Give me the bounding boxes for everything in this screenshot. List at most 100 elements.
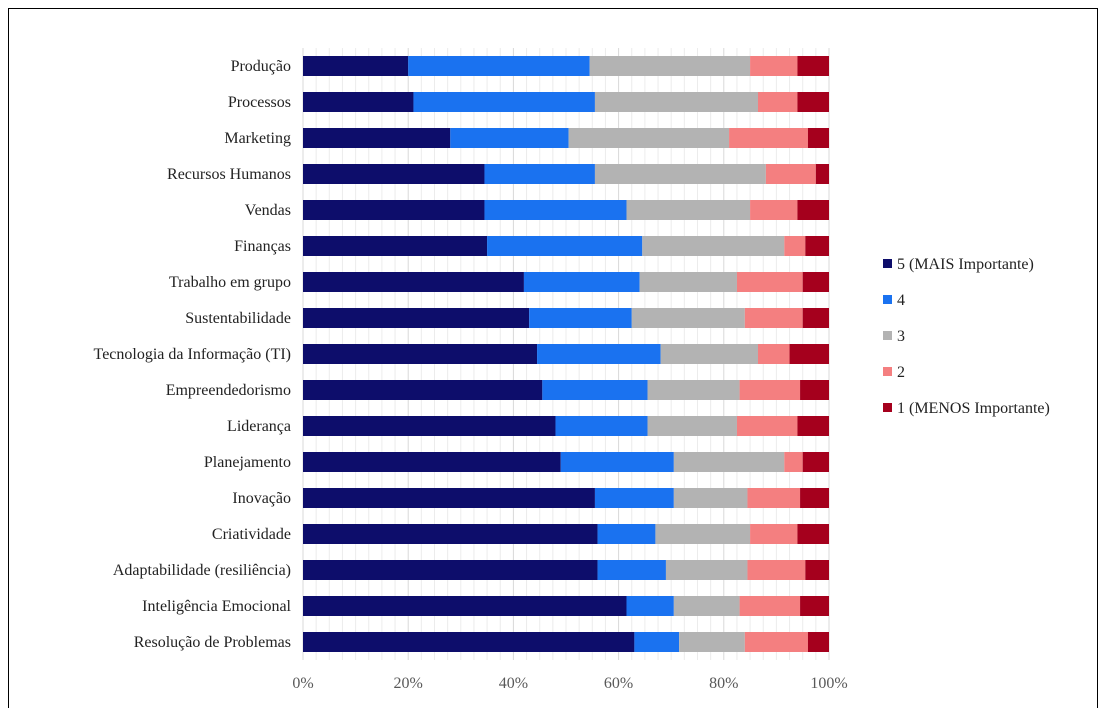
bar-segment-series-3 bbox=[765, 164, 816, 184]
bars bbox=[303, 56, 829, 652]
bar-segment-series-0 bbox=[303, 272, 524, 292]
bar-segment-series-2 bbox=[639, 272, 737, 292]
bar-segment-series-2 bbox=[631, 308, 745, 328]
bar-segment-series-1 bbox=[450, 128, 569, 148]
bar-segment-series-0 bbox=[303, 308, 530, 328]
bar-segment-series-1 bbox=[597, 524, 656, 544]
bar-row bbox=[303, 272, 829, 292]
category-label: Adaptabilidade (resiliência) bbox=[113, 562, 291, 579]
bar-segment-series-3 bbox=[739, 596, 801, 616]
bar-segment-series-4 bbox=[797, 56, 829, 76]
chart: Produção Processos Marketing Recursos Human… bbox=[94, 48, 1050, 692]
bar-segment-series-1 bbox=[484, 164, 595, 184]
bar-segment-series-1 bbox=[487, 236, 643, 256]
bar-segment-series-4 bbox=[805, 560, 829, 580]
bar-segment-series-0 bbox=[303, 416, 556, 436]
category-label: Produção bbox=[231, 58, 291, 75]
bar-row bbox=[303, 632, 829, 652]
legend-item: 5 (MAIS Importante) bbox=[883, 256, 1034, 273]
category-label: Finanças bbox=[234, 238, 291, 255]
bar-segment-series-1 bbox=[537, 344, 661, 364]
bar-segment-series-3 bbox=[744, 632, 808, 652]
bar-segment-series-1 bbox=[523, 272, 640, 292]
bar-segment-series-2 bbox=[655, 524, 751, 544]
legend: 5 (MAIS Importante) 4 3 2 1 (MENOS Important… bbox=[883, 256, 1050, 417]
bar-segment-series-4 bbox=[800, 380, 829, 400]
bar-segment-series-4 bbox=[802, 308, 829, 328]
legend-label: 1 (MENOS Importante) bbox=[897, 400, 1050, 417]
bar-segment-series-4 bbox=[802, 452, 829, 472]
bar-segment-series-4 bbox=[800, 596, 829, 616]
bar-segment-series-2 bbox=[673, 488, 748, 508]
bar-segment-series-0 bbox=[303, 92, 414, 112]
legend-item: 2 bbox=[883, 364, 905, 381]
bar-segment-series-1 bbox=[634, 632, 680, 652]
category-labels: Produção Processos Marketing Recursos Human… bbox=[94, 58, 292, 651]
bar-segment-series-4 bbox=[807, 632, 829, 652]
bar-segment-series-0 bbox=[303, 236, 488, 256]
category-label: Vendas bbox=[245, 202, 291, 219]
bar-segment-series-1 bbox=[626, 596, 674, 616]
bar-segment-series-4 bbox=[797, 524, 829, 544]
bar-segment-series-1 bbox=[597, 560, 666, 580]
bar-row bbox=[303, 200, 829, 220]
category-label: Criatividade bbox=[212, 526, 291, 543]
bar-segment-series-3 bbox=[729, 128, 808, 148]
bar-segment-series-1 bbox=[529, 308, 632, 328]
category-label: Sustentabilidade bbox=[185, 310, 291, 327]
bar-segment-series-4 bbox=[789, 344, 829, 364]
bar-segment-series-1 bbox=[484, 200, 627, 220]
legend-item: 3 bbox=[883, 328, 905, 345]
bar-segment-series-0 bbox=[303, 632, 635, 652]
bar-row bbox=[303, 308, 829, 328]
bar-segment-series-3 bbox=[747, 560, 806, 580]
bar-segment-series-2 bbox=[589, 56, 751, 76]
bar-row bbox=[303, 560, 829, 580]
bar-row bbox=[303, 236, 829, 256]
bar-segment-series-2 bbox=[594, 164, 766, 184]
bar-segment-series-1 bbox=[594, 488, 674, 508]
bar-segment-series-1 bbox=[413, 92, 595, 112]
bar-segment-series-0 bbox=[303, 56, 409, 76]
bar-row bbox=[303, 164, 829, 184]
bar-segment-series-4 bbox=[815, 164, 829, 184]
bar-segment-series-0 bbox=[303, 488, 595, 508]
bar-row bbox=[303, 452, 829, 472]
legend-label: 4 bbox=[897, 292, 905, 309]
bar-segment-series-2 bbox=[647, 380, 740, 400]
bar-row bbox=[303, 596, 829, 616]
bar-segment-series-0 bbox=[303, 164, 485, 184]
legend-swatch bbox=[883, 367, 892, 376]
bar-segment-series-3 bbox=[750, 524, 798, 544]
bar-segment-series-0 bbox=[303, 560, 598, 580]
legend-label: 5 (MAIS Importante) bbox=[897, 256, 1034, 273]
bar-segment-series-0 bbox=[303, 524, 598, 544]
category-label: Trabalho em grupo bbox=[169, 274, 291, 291]
bar-row bbox=[303, 128, 829, 148]
bar-segment-series-2 bbox=[594, 92, 758, 112]
legend-label: 3 bbox=[897, 328, 905, 345]
x-tick-label: 0% bbox=[292, 675, 313, 692]
bar-segment-series-3 bbox=[736, 272, 803, 292]
bar-segment-series-2 bbox=[568, 128, 730, 148]
bar-segment-series-4 bbox=[800, 488, 829, 508]
bar-segment-series-4 bbox=[797, 200, 829, 220]
x-tick-label: 80% bbox=[709, 675, 738, 692]
category-label: Empreendedorismo bbox=[166, 382, 291, 399]
bar-segment-series-1 bbox=[560, 452, 674, 472]
bar-segment-series-4 bbox=[802, 272, 829, 292]
category-label: Processos bbox=[228, 94, 291, 111]
bar-segment-series-3 bbox=[750, 200, 798, 220]
bar-segment-series-2 bbox=[673, 452, 785, 472]
bar-segment-series-1 bbox=[542, 380, 648, 400]
bar-row bbox=[303, 416, 829, 436]
bar-segment-series-3 bbox=[747, 488, 801, 508]
bar-row bbox=[303, 92, 829, 112]
legend-swatch bbox=[883, 295, 892, 304]
category-label: Inovação bbox=[232, 490, 291, 507]
legend-item: 4 bbox=[883, 292, 905, 309]
bar-segment-series-3 bbox=[744, 308, 803, 328]
bar-segment-series-3 bbox=[757, 344, 790, 364]
bar-segment-series-0 bbox=[303, 596, 627, 616]
x-tick-label: 40% bbox=[499, 675, 528, 692]
